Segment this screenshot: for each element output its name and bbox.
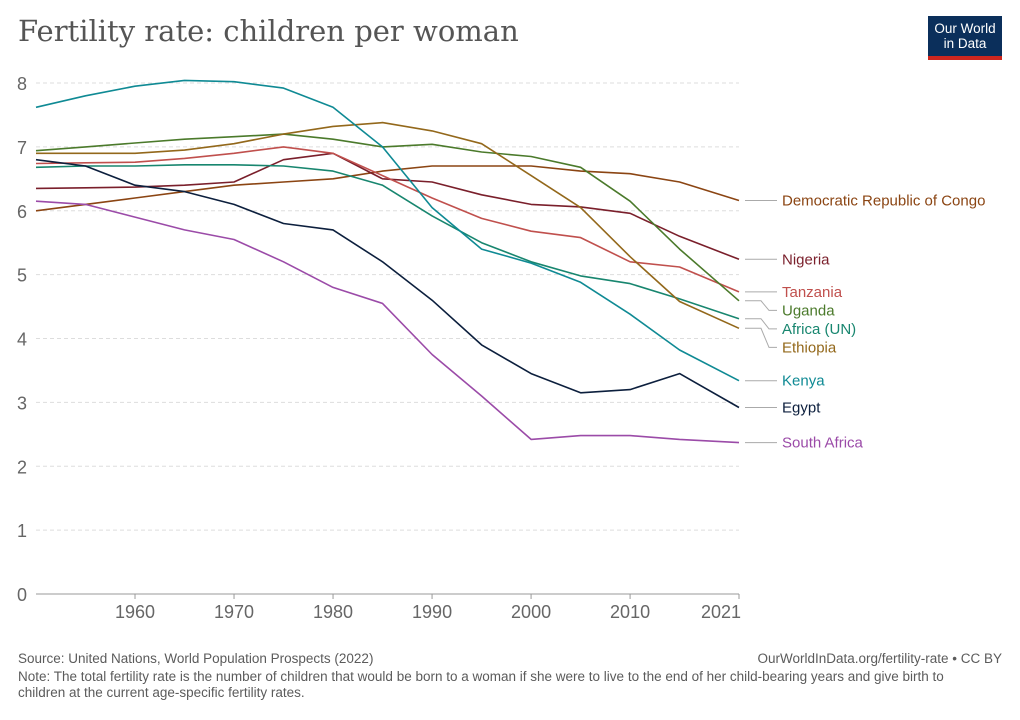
source-url[interactable]: OurWorldInData.org/fertility-rate • CC B… [757, 651, 1002, 666]
x-tick-label: 1960 [115, 602, 155, 622]
y-tick-label: 5 [17, 266, 27, 286]
logo-line-1: Our World [934, 21, 996, 36]
legend-connector [745, 327, 777, 348]
x-tick-label: 2000 [511, 602, 551, 622]
series-label: Egypt [782, 399, 821, 416]
y-tick-label: 3 [17, 393, 27, 413]
series-line [35, 158, 740, 409]
series-line [36, 121, 740, 330]
series-line [35, 133, 740, 302]
logo-line-2: in Data [943, 36, 987, 51]
chart-title: Fertility rate: children per woman [18, 14, 519, 48]
series-label: Ethiopia [782, 339, 837, 356]
x-tick-label: 1970 [214, 602, 254, 622]
y-tick-label: 8 [17, 74, 27, 94]
x-tick-label: 1980 [313, 602, 353, 622]
legend-connector [745, 318, 777, 330]
series-line [35, 165, 740, 212]
series-label: Africa (UN) [782, 321, 856, 338]
series-label: Democratic Republic of Congo [782, 193, 985, 210]
series-line [35, 152, 740, 261]
series-line [35, 164, 740, 320]
y-tick-label: 6 [17, 202, 27, 222]
y-tick-label: 2 [17, 457, 27, 477]
x-tick-label: 2010 [610, 602, 650, 622]
legend-connector [745, 300, 777, 311]
series-label: South Africa [782, 435, 864, 452]
owid-logo[interactable]: Our World in Data [928, 16, 1002, 60]
y-tick-label: 4 [17, 330, 27, 350]
line-chart: 0 1 2 3 4 5 6 7 8 1960 1970 1980 1990 2000 2010 2021 Dem… [17, 74, 985, 622]
y-tick-label: 0 [17, 585, 27, 605]
series-label: Nigeria [782, 251, 830, 268]
series-line [35, 200, 740, 444]
note-text: Note: The total fertility rate is the nu… [18, 669, 944, 700]
source-text: Source: United Nations, World Population… [18, 651, 374, 666]
x-tick-label: 1990 [412, 602, 452, 622]
series-label: Uganda [782, 302, 835, 319]
series-label: Tanzania [782, 284, 843, 301]
series-line [35, 79, 740, 382]
y-tick-label: 7 [17, 138, 27, 158]
x-tick-label: 2021 [701, 602, 741, 622]
y-tick-label: 1 [17, 521, 27, 541]
series-label: Kenya [782, 373, 825, 390]
series-line [35, 146, 740, 293]
